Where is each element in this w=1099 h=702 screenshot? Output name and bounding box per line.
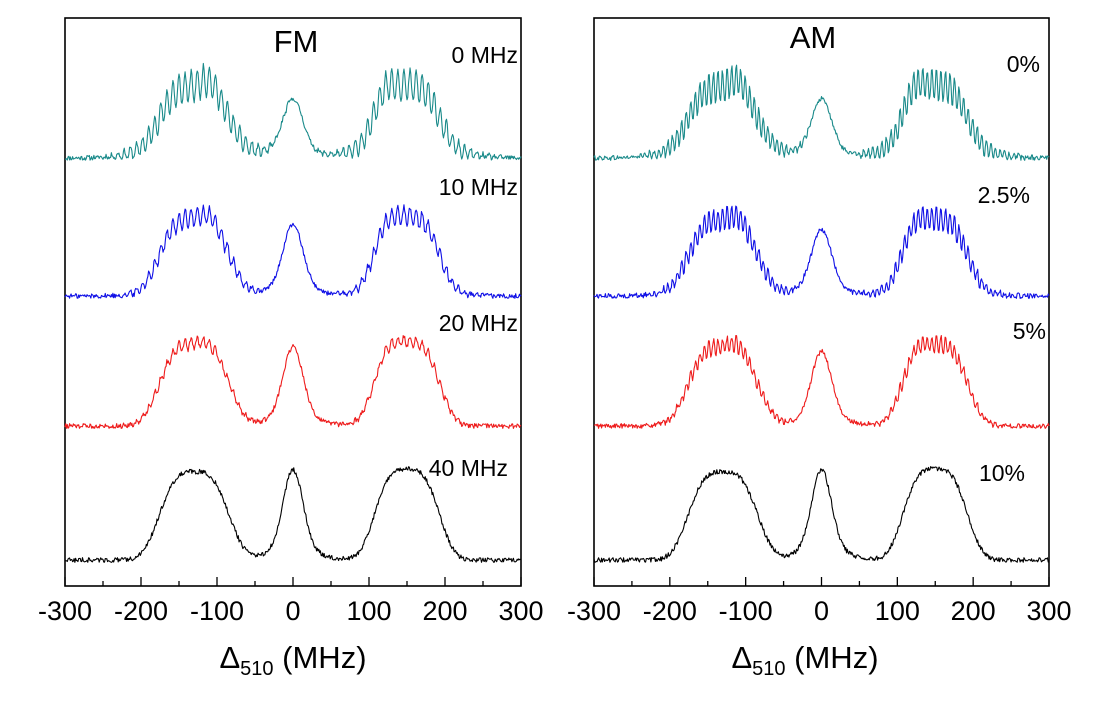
fm-x-axis-label: Δ510 (MHz) xyxy=(219,640,366,680)
am-trace-2-5- xyxy=(593,334,1050,429)
fm-x-tick-label: 0 xyxy=(285,596,300,626)
am-plot-frame xyxy=(593,17,1050,587)
fm-trace-label: 0 MHz xyxy=(452,42,518,68)
fm-x-tick-label: -200 xyxy=(114,596,168,626)
am-traces xyxy=(593,64,1050,563)
fm-x-tick-label: 100 xyxy=(346,596,391,626)
am-trace-label: 0% xyxy=(1007,51,1040,77)
am-trace-5- xyxy=(593,205,1050,299)
fm-trace-0-mhz xyxy=(64,466,522,563)
am-panel: AM -300 -200 -100 0 100 200 300 10% 5% 2.5% 0% Δ5… xyxy=(567,17,1072,680)
fm-trace-label: 20 MHz xyxy=(439,310,518,336)
am-x-ticks xyxy=(593,577,1050,586)
am-trace-labels: 10% 5% 2.5% 0% xyxy=(978,51,1046,486)
am-x-tick-labels: -300 -200 -100 0 100 200 300 xyxy=(567,596,1072,626)
fm-panel: FM -300 -200 -100 0 100 200 300 40 MHz 20 MHz 10… xyxy=(38,17,544,680)
fm-traces xyxy=(64,62,522,563)
am-x-tick-label: -100 xyxy=(719,596,773,626)
am-x-tick-label: 0 xyxy=(814,596,829,626)
fm-trace-label: 10 MHz xyxy=(439,174,518,200)
fm-x-tick-label: 200 xyxy=(422,596,467,626)
fm-trace-20-mhz xyxy=(64,204,522,299)
fm-x-ticks xyxy=(64,577,522,586)
am-x-tick-label: 300 xyxy=(1026,596,1071,626)
fm-trace-labels: 40 MHz 20 MHz 10 MHz 0 MHz xyxy=(429,42,518,481)
am-x-tick-label: -200 xyxy=(643,596,697,626)
am-trace-label: 10% xyxy=(979,460,1025,486)
am-x-tick-label: 100 xyxy=(875,596,920,626)
fm-plot-frame xyxy=(64,17,522,587)
am-trace-label: 2.5% xyxy=(978,182,1030,208)
am-trace-label: 5% xyxy=(1013,318,1046,344)
am-x-axis-label: Δ510 (MHz) xyxy=(731,640,878,680)
fm-x-tick-label: -300 xyxy=(38,596,92,626)
fm-trace-10-mhz xyxy=(64,335,522,429)
am-x-tick-label: 200 xyxy=(951,596,996,626)
fm-trace-label: 40 MHz xyxy=(429,455,508,481)
am-x-tick-label: -300 xyxy=(567,596,621,626)
fm-x-tick-label: 300 xyxy=(498,596,543,626)
fm-trace-40-mhz xyxy=(64,62,522,161)
fm-x-tick-label: -100 xyxy=(190,596,244,626)
am-trace-10- xyxy=(593,64,1050,161)
am-trace-0- xyxy=(593,466,1050,563)
fm-panel-title: FM xyxy=(274,24,319,59)
fm-x-tick-labels: -300 -200 -100 0 100 200 300 xyxy=(38,596,544,626)
am-panel-title: AM xyxy=(790,20,837,55)
